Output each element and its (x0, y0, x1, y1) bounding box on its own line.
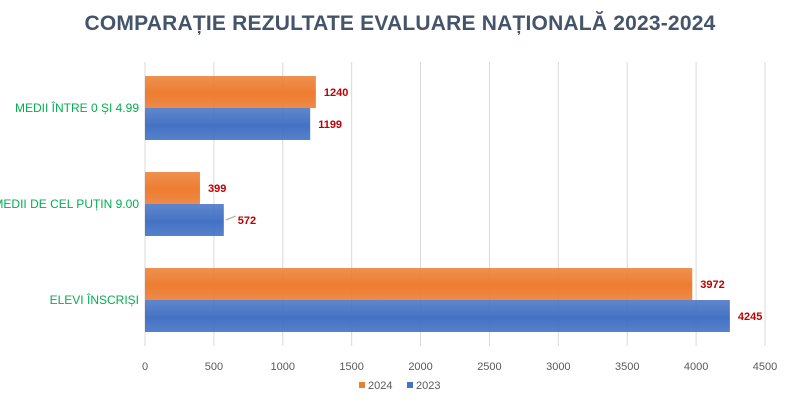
x-axis-ticks: 0 500 1000 1500 2000 2500 3000 3500 4000 4500 (142, 361, 777, 373)
bar-2024 (145, 172, 200, 204)
bar-2023 (145, 204, 224, 236)
x-tick-label: 1500 (339, 361, 363, 373)
chart-title: COMPARAȚIE REZULTATE EVALUARE NAȚIONALĂ … (84, 12, 716, 35)
bar-2024 (145, 76, 316, 108)
bars (145, 76, 730, 332)
data-label: 1240 (324, 87, 348, 99)
legend-label: 2023 (416, 380, 440, 392)
category-label: MEDII ÎNTRE 0 ȘI 4.99 (15, 100, 139, 115)
label-leader-line (225, 215, 236, 221)
x-tick-label: 3000 (546, 361, 570, 373)
data-label: 1199 (318, 119, 342, 131)
y-axis-categories: MEDII ÎNTRE 0 ȘI 4.99 MEDII DE CEL PUȚIN … (0, 100, 139, 307)
legend-swatch (407, 382, 413, 388)
bar-2023 (145, 300, 730, 332)
x-tick-label: 4500 (753, 361, 777, 373)
x-tick-label: 500 (205, 361, 223, 373)
x-tick-label: 3500 (615, 361, 639, 373)
legend-swatch (359, 382, 365, 388)
data-label: 399 (208, 183, 226, 195)
bar-2023 (145, 108, 311, 140)
legend-label: 2024 (368, 380, 392, 392)
x-tick-label: 1000 (271, 361, 295, 373)
data-labels: 1240 1199 399 572 3972 4245 (208, 87, 762, 323)
data-label: 572 (238, 215, 256, 227)
category-label: ELEVI ÎNSCRIȘI (50, 292, 139, 307)
data-label: 4245 (738, 311, 762, 323)
x-tick-label: 4000 (684, 361, 708, 373)
bar-2024 (145, 268, 693, 300)
x-tick-label: 2000 (408, 361, 432, 373)
legend: 2024 2023 (359, 380, 440, 392)
category-label: MEDII DE CEL PUȚIN 9.00 (0, 197, 139, 211)
x-tick-label: 0 (142, 361, 148, 373)
x-tick-label: 2500 (477, 361, 501, 373)
data-label: 3972 (700, 279, 724, 291)
